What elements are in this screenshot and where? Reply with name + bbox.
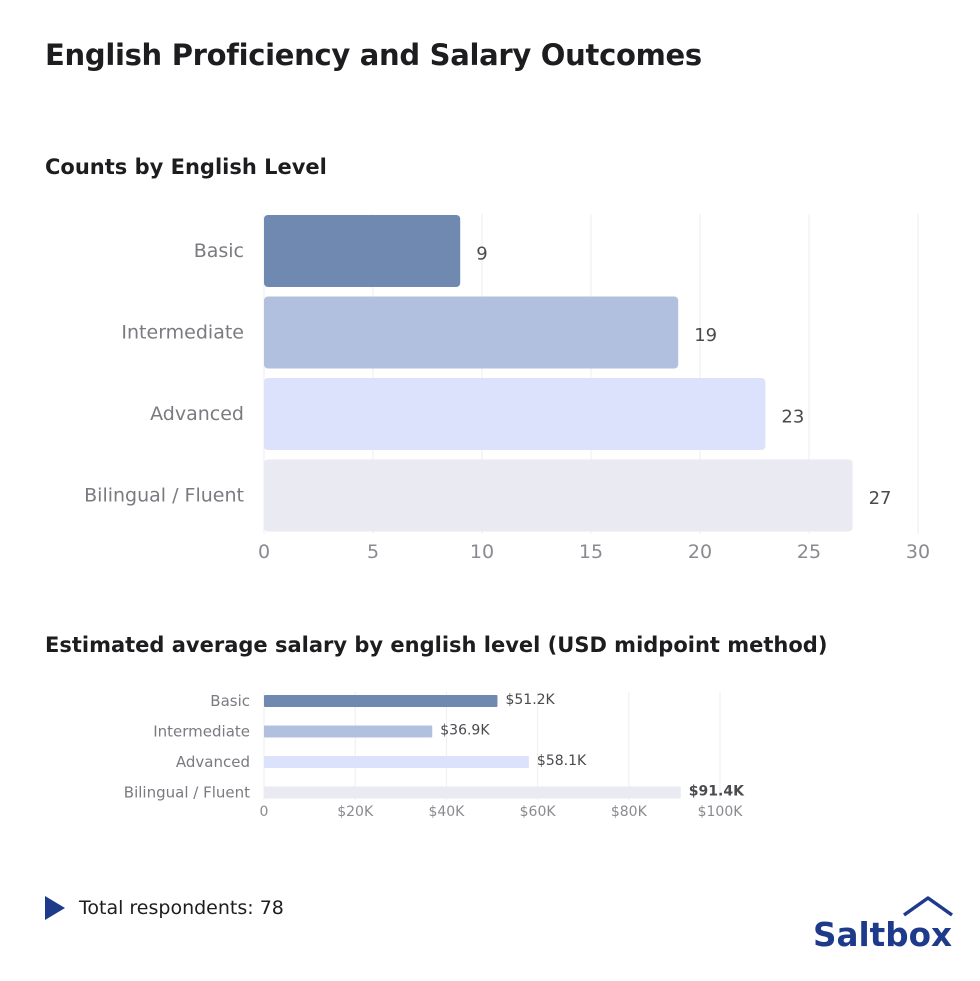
salary-category-label: Bilingual / Fluent: [124, 784, 250, 802]
counts-tick-label: 20: [688, 541, 712, 563]
salary-category-label: Intermediate: [153, 723, 250, 741]
counts-category-label: Intermediate: [121, 322, 244, 344]
counts-bar: [264, 215, 461, 287]
counts-category-label: Advanced: [150, 403, 244, 425]
counts-tick-label: 30: [906, 541, 930, 563]
salary-value-label: $58.1K: [537, 753, 587, 769]
salary-bar: [264, 695, 498, 707]
counts-bar: [264, 459, 853, 532]
salary-value-label: $36.9K: [440, 723, 490, 739]
salary-bar: [264, 756, 529, 768]
salary-value-label: $91.4K: [689, 784, 745, 800]
saltbox-logo: Saltbox: [813, 896, 954, 953]
counts-tick-label: 25: [797, 541, 821, 563]
counts-tick-label: 10: [470, 541, 494, 563]
salary-category-label: Basic: [210, 692, 250, 710]
counts-tick-label: 0: [258, 541, 270, 563]
counts-value-label: 23: [781, 407, 804, 428]
salary-bar: [264, 725, 433, 738]
svg-text:Saltbox: Saltbox: [813, 915, 952, 953]
counts-bar: [264, 296, 679, 369]
footer-note: Total respondents: 78: [45, 896, 284, 920]
salary-bar-chart: Basic $51.2K Intermediate $36.9K Advanced $58…: [124, 692, 745, 820]
total-respondents-text: Total respondents: 78: [79, 897, 284, 919]
salary-tick-label: $80K: [611, 804, 648, 820]
counts-tick-label: 15: [579, 541, 603, 563]
salary-tick-label: 0: [260, 804, 269, 820]
chart-title-salary: Estimated average salary by english leve…: [45, 633, 828, 657]
counts-category-label: Bilingual / Fluent: [84, 485, 244, 507]
counts-category-label: Basic: [194, 240, 244, 262]
counts-value-label: 19: [694, 325, 717, 346]
counts-value-label: 27: [869, 488, 892, 509]
page-title: English Proficiency and Salary Outcomes: [45, 38, 702, 72]
counts-bar-chart: Basic 9 Intermediate 19 Advanced 23 Bilingual …: [84, 214, 930, 563]
salary-tick-label: $60K: [520, 804, 557, 820]
counts-bar: [264, 378, 766, 450]
chart-title-counts: Counts by English Level: [45, 155, 327, 179]
salary-tick-label: $100K: [698, 804, 744, 820]
salary-bar: [264, 786, 681, 799]
salary-value-label: $51.2K: [505, 692, 555, 708]
salary-category-label: Advanced: [176, 753, 250, 771]
salary-tick-label: $40K: [428, 804, 465, 820]
salary-tick-label: $20K: [337, 804, 374, 820]
triangle-bullet-icon: [45, 896, 65, 920]
counts-tick-label: 5: [367, 541, 379, 563]
counts-value-label: 9: [476, 244, 487, 265]
